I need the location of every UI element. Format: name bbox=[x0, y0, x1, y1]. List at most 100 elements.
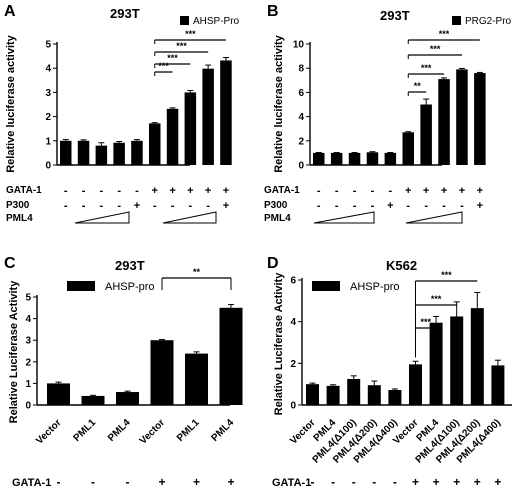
legend-swatch bbox=[312, 281, 340, 291]
bar bbox=[402, 132, 414, 165]
gata1-marker: + bbox=[441, 185, 447, 197]
gata1-marker: + bbox=[477, 185, 483, 197]
bar bbox=[366, 152, 379, 165]
row-label-p300: P300 bbox=[6, 200, 30, 211]
panel-letter: A bbox=[4, 3, 16, 20]
category-label: Vector bbox=[34, 417, 63, 446]
y-tick-label: 0 bbox=[298, 161, 304, 172]
bar bbox=[95, 145, 108, 165]
bar bbox=[348, 152, 361, 165]
category-label: Vector bbox=[138, 417, 167, 446]
bar bbox=[185, 353, 208, 405]
gata1-marker: + bbox=[158, 475, 165, 489]
row-label-gata1: GATA-1 bbox=[264, 185, 300, 196]
significance-label: *** bbox=[441, 270, 452, 280]
gata1-marker: + bbox=[223, 185, 229, 197]
legend-label: PRG2-Pro bbox=[465, 16, 512, 27]
gata1-marker: - bbox=[393, 475, 397, 489]
y-tick-label: 4 bbox=[45, 64, 51, 75]
y-tick-label: 2 bbox=[45, 112, 51, 123]
y-tick-label: 0 bbox=[45, 161, 51, 172]
bar bbox=[113, 142, 125, 165]
legend-swatch bbox=[67, 281, 95, 291]
p300-marker: - bbox=[206, 200, 210, 212]
y-tick-label: 6 bbox=[290, 276, 296, 287]
bar bbox=[367, 385, 381, 405]
p300-marker: + bbox=[223, 200, 229, 212]
bar bbox=[474, 73, 486, 165]
legend-label: AHSP-pro bbox=[350, 281, 400, 293]
gata1-marker: + bbox=[152, 185, 158, 197]
row-label-p300: P300 bbox=[264, 200, 288, 211]
panel-title: K562 bbox=[386, 258, 417, 273]
legend-swatch bbox=[180, 16, 189, 25]
bar bbox=[131, 140, 143, 165]
bar bbox=[330, 152, 343, 165]
bar bbox=[347, 378, 361, 405]
bar bbox=[456, 69, 468, 165]
bar bbox=[81, 395, 105, 405]
y-tick-label: 4 bbox=[298, 112, 304, 123]
significance-label: ** bbox=[193, 267, 201, 277]
p300-marker: - bbox=[424, 200, 428, 212]
significance-label: *** bbox=[421, 63, 432, 73]
y-tick-label: 3 bbox=[45, 88, 51, 99]
y-axis-label: Relative luciferase activity bbox=[5, 34, 17, 172]
panel-letter: C bbox=[4, 255, 16, 272]
row-label-gata1: GATA-1 bbox=[6, 185, 42, 196]
y-tick-label: 8 bbox=[298, 64, 304, 75]
p300-marker: + bbox=[477, 200, 483, 212]
pml4-dose-wedge bbox=[313, 211, 375, 224]
p300-marker: - bbox=[371, 200, 375, 212]
p300-marker: + bbox=[387, 200, 393, 212]
bar bbox=[47, 383, 70, 405]
bar bbox=[384, 152, 397, 165]
pml4-dose-wedge bbox=[405, 211, 463, 224]
gata1-marker: - bbox=[335, 185, 339, 197]
gata1-marker: + bbox=[405, 185, 411, 197]
significance-label: *** bbox=[176, 41, 187, 51]
p300-marker: - bbox=[406, 200, 410, 212]
bar bbox=[491, 365, 505, 405]
y-tick-label: 0 bbox=[25, 401, 31, 412]
y-tick-label: 4 bbox=[290, 317, 296, 328]
bar bbox=[149, 123, 161, 165]
bar bbox=[326, 385, 340, 405]
panel-title: 293T bbox=[115, 258, 145, 273]
gata1-marker: - bbox=[371, 185, 375, 197]
bar bbox=[150, 340, 174, 405]
gata1-marker: + bbox=[423, 185, 429, 197]
gata1-marker: - bbox=[311, 475, 315, 489]
significance-label: *** bbox=[167, 53, 178, 63]
p300-marker: - bbox=[442, 200, 446, 212]
bar bbox=[116, 392, 139, 405]
bar bbox=[470, 308, 484, 405]
significance-label: *** bbox=[185, 29, 196, 39]
bar bbox=[313, 152, 325, 165]
y-tick-label: 6 bbox=[298, 88, 304, 99]
bar bbox=[60, 140, 72, 165]
p300-marker: - bbox=[171, 200, 175, 212]
bar bbox=[184, 92, 197, 165]
gata1-marker: - bbox=[353, 185, 357, 197]
y-tick-label: 2 bbox=[298, 136, 304, 147]
p300-marker: - bbox=[64, 200, 68, 212]
p300-marker: - bbox=[100, 200, 104, 212]
significance-label: *** bbox=[431, 294, 442, 304]
p300-marker: - bbox=[353, 200, 357, 212]
p300-marker: - bbox=[317, 200, 321, 212]
legend-label: AHSP-pro bbox=[105, 281, 155, 293]
p300-marker: - bbox=[153, 200, 157, 212]
bar bbox=[77, 140, 90, 165]
gata1-marker: + bbox=[193, 475, 200, 489]
row-label-pml4: PML4 bbox=[6, 213, 33, 224]
y-axis-label: Relative Luciferase Activity bbox=[8, 280, 20, 424]
significance-label: *** bbox=[421, 317, 432, 327]
gata1-marker: + bbox=[459, 185, 465, 197]
bar bbox=[388, 390, 402, 405]
bar bbox=[219, 307, 243, 405]
legend-label: AHSP-Pro bbox=[193, 16, 240, 27]
gata1-marker: + bbox=[205, 185, 211, 197]
bar bbox=[450, 316, 464, 405]
